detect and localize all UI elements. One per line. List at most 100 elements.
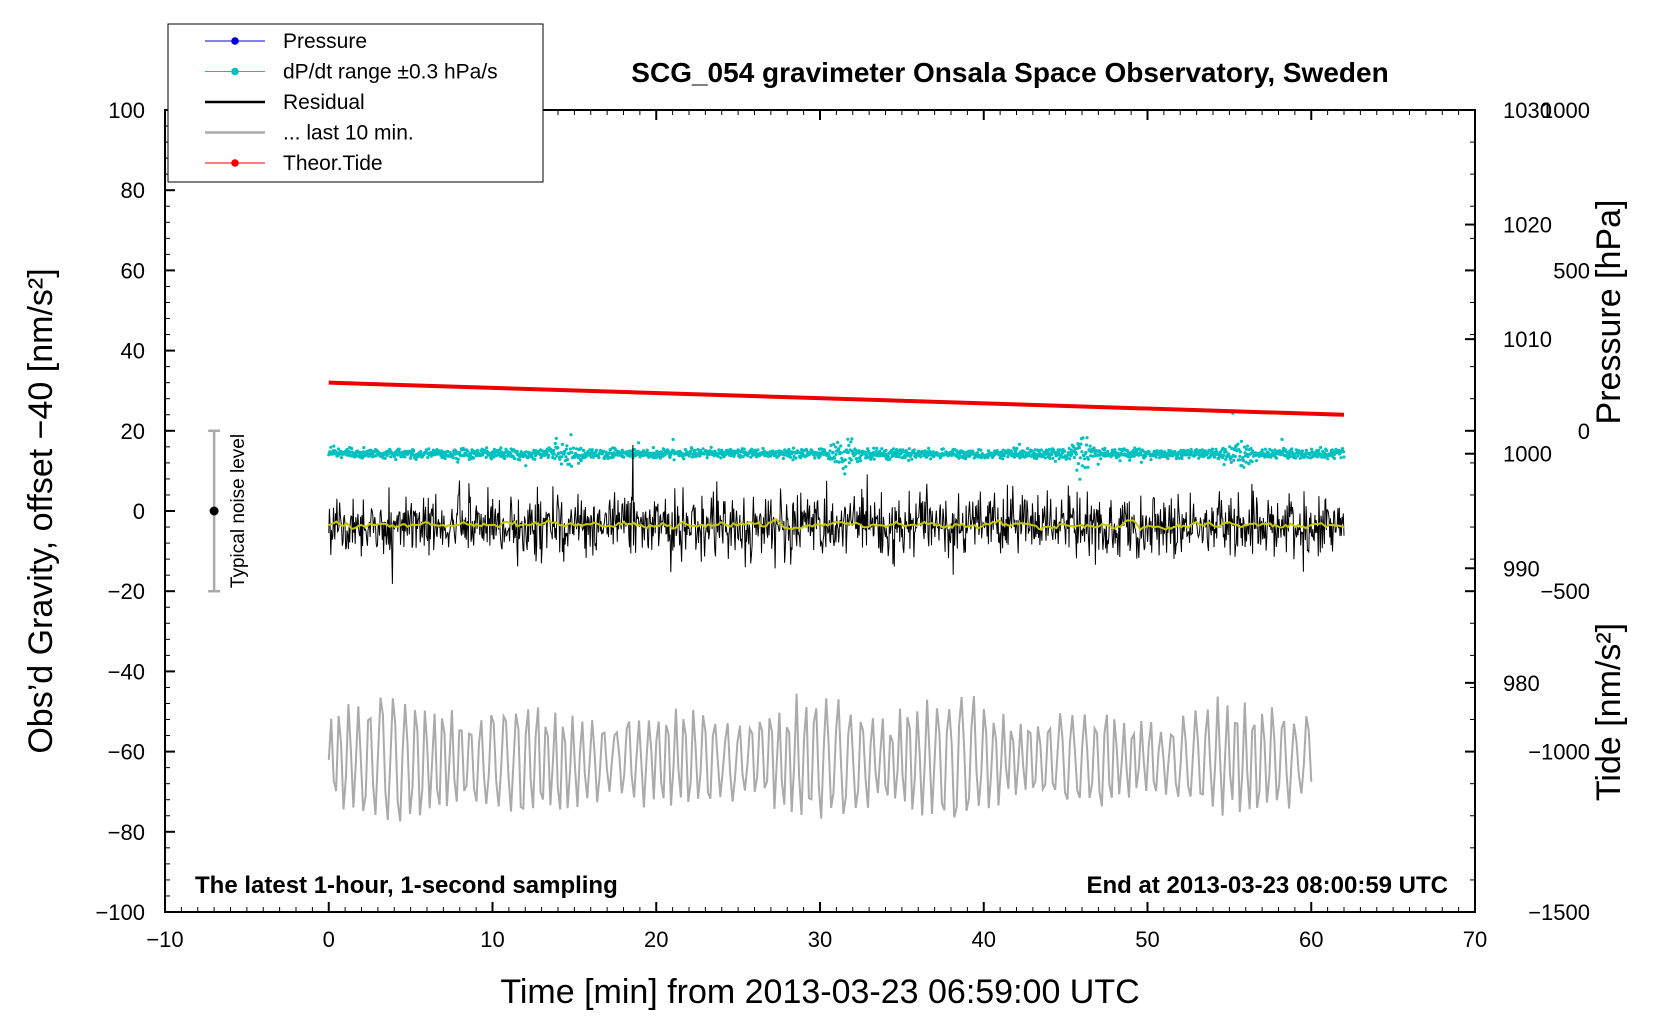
- dpdt-point: [518, 458, 522, 462]
- dpdt-point: [866, 447, 870, 451]
- dpdt-point: [1342, 455, 1346, 459]
- dpdt-point: [568, 447, 573, 451]
- dpdt-point: [575, 447, 579, 451]
- dpdt-point: [1239, 439, 1243, 443]
- dpdt-point: [565, 444, 569, 448]
- dpdt-point: [1237, 448, 1241, 452]
- dpdt-point: [569, 464, 574, 468]
- dpdt-point: [1139, 460, 1143, 464]
- dpdt-point: [1325, 449, 1329, 453]
- dpdt-point: [579, 446, 583, 450]
- dpdt-point: [710, 450, 714, 454]
- dpdt-point: [1250, 460, 1254, 464]
- dpdt-point: [601, 449, 606, 454]
- dpdt-point: [360, 456, 364, 460]
- dpdt-point: [761, 446, 765, 451]
- dpdt-point: [891, 447, 896, 451]
- dpdt-point: [1274, 456, 1279, 460]
- dpdt-point: [590, 448, 594, 452]
- dpdt-point: [558, 457, 562, 461]
- dpdt-point: [1210, 447, 1215, 451]
- legend-swatch-marker: [231, 37, 239, 45]
- dpdt-point: [847, 461, 851, 465]
- dpdt-point: [502, 453, 506, 458]
- dpdt-point: [834, 445, 838, 449]
- dpdt-point: [941, 447, 945, 451]
- dpdt-point: [552, 448, 556, 453]
- dpdt-point: [1041, 454, 1045, 458]
- dpdt-point: [842, 450, 846, 454]
- dpdt-point: [1088, 444, 1092, 448]
- dpdt-point: [1180, 456, 1184, 461]
- dpdt-point: [1195, 448, 1199, 452]
- dpdt-point: [1296, 454, 1300, 458]
- y-tick-label: −40: [108, 659, 145, 684]
- legend-label: ... last 10 min.: [283, 122, 414, 145]
- dpdt-point: [597, 456, 601, 460]
- dpdt-point: [556, 446, 560, 450]
- dpdt-point: [964, 457, 968, 461]
- dpdt-point: [489, 457, 493, 461]
- dpdt-point: [1232, 458, 1236, 462]
- dpdt-point: [986, 449, 991, 453]
- dpdt-point: [403, 455, 407, 459]
- dpdt-point: [794, 456, 798, 460]
- dpdt-point: [504, 447, 508, 451]
- legend-item: dP/dt range ±0.3 hPa/s: [205, 61, 498, 84]
- dpdt-point: [555, 454, 559, 458]
- dpdt-point: [439, 449, 444, 453]
- dpdt-point: [1014, 449, 1018, 453]
- dpdt-point: [1215, 450, 1219, 454]
- dpdt-point: [397, 447, 401, 451]
- dpdt-point: [841, 466, 845, 471]
- dpdt-point: [458, 451, 462, 455]
- dpdt-point: [547, 453, 551, 457]
- dpdt-point: [329, 445, 333, 449]
- dpdt-point: [563, 450, 567, 454]
- dpdt-point: [1049, 453, 1054, 457]
- dpdt-point: [1280, 437, 1284, 441]
- dpdt-point: [696, 447, 700, 452]
- dpdt-point: [369, 448, 373, 452]
- dpdt-point: [1236, 442, 1240, 446]
- ticks-layer: −10 0 10 20 30 40 50 60 70−100−80−60−40−20020406…: [95, 98, 1590, 952]
- dpdt-point: [1334, 447, 1338, 451]
- y-axis-title-tide: Tide [nm/s²]: [1590, 623, 1628, 801]
- dpdt-point: [1227, 454, 1231, 458]
- dpdt-point: [907, 458, 911, 462]
- dpdt-point: [1111, 453, 1115, 457]
- dpdt-point: [850, 437, 854, 441]
- legend-label: dP/dt range ±0.3 hPa/s: [283, 61, 498, 84]
- noise-indicator: Typical noise level: [208, 429, 249, 593]
- dpdt-point: [691, 454, 696, 458]
- dpdt-point: [383, 456, 387, 460]
- dpdt-point: [1229, 457, 1233, 461]
- dpdt-point: [1190, 450, 1194, 454]
- series-last-10-min: [327, 693, 1313, 822]
- dpdt-point: [810, 449, 814, 453]
- dpdt-point: [545, 450, 549, 454]
- dpdt-point: [1246, 454, 1250, 459]
- dpdt-point: [1255, 459, 1259, 463]
- dpdt-point: [1168, 453, 1172, 457]
- dpdt-point: [880, 447, 884, 451]
- dpdt-point: [468, 454, 472, 458]
- dpdt-point: [524, 464, 528, 468]
- dpdt-point: [513, 457, 517, 461]
- dpdt-point: [1068, 457, 1072, 461]
- tide-tick-label: 500: [1553, 258, 1590, 283]
- dpdt-point: [729, 454, 733, 458]
- dpdt-point: [1149, 458, 1153, 462]
- y-tick-label: 20: [121, 419, 145, 444]
- legend-label: Residual: [283, 91, 365, 114]
- dpdt-point: [570, 451, 574, 455]
- dpdt-point: [1340, 447, 1345, 451]
- y-tick-label: 80: [121, 178, 145, 203]
- dpdt-point: [1242, 465, 1246, 469]
- dpdt-point: [1247, 462, 1251, 466]
- dpdt-point: [1176, 453, 1180, 457]
- dpdt-point: [1323, 455, 1327, 459]
- pressure-tick-label: 1000: [1503, 442, 1552, 467]
- dpdt-point: [1187, 456, 1191, 460]
- dpdt-point: [484, 455, 488, 459]
